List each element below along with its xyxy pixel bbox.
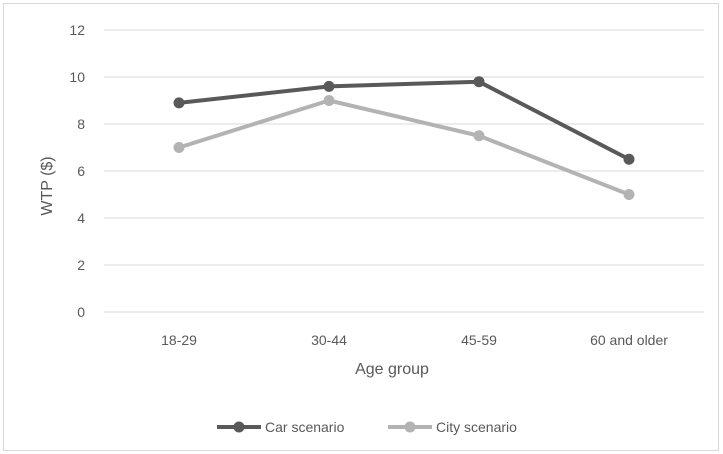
data-point <box>173 142 185 153</box>
data-point <box>173 97 185 109</box>
series-line <box>177 79 631 162</box>
x-tick-label: 60 and older <box>590 332 668 348</box>
y-tick-label: 12 <box>69 22 85 38</box>
y-tick-label: 10 <box>69 69 85 85</box>
data-point <box>473 130 485 142</box>
legend-label: City scenario <box>436 419 517 435</box>
data-point <box>473 76 485 88</box>
x-axis-title: Age group <box>355 361 429 378</box>
series-1 <box>173 95 635 200</box>
x-axis-tick-labels: 18-29 30-44 45-59 60 and older <box>161 332 668 348</box>
y-tick-label: 4 <box>77 210 85 226</box>
series-line <box>177 98 631 197</box>
data-point <box>323 80 335 92</box>
x-tick-label: 30-44 <box>311 332 347 348</box>
y-axis-tick-labels: 0 2 4 6 8 10 12 <box>69 22 85 320</box>
legend-point-marker <box>404 421 416 433</box>
y-tick-label: 2 <box>77 257 85 273</box>
x-tick-label: 18-29 <box>161 332 197 348</box>
gridlines <box>104 29 704 313</box>
legend-item-1: City scenario <box>388 419 517 435</box>
legend-item-0: Car scenario <box>217 419 345 435</box>
data-point <box>623 189 635 200</box>
series-layer <box>173 76 635 200</box>
legend-label: Car scenario <box>265 419 345 435</box>
y-tick-label: 6 <box>77 163 85 179</box>
x-tick-label: 45-59 <box>461 332 497 348</box>
legend: Car scenario City scenario <box>217 419 517 435</box>
y-tick-label: 8 <box>77 116 85 132</box>
data-point <box>623 153 635 165</box>
legend-point-marker <box>233 421 245 433</box>
y-axis-title: WTP ($) <box>39 156 56 215</box>
chart-frame: 0 2 4 6 8 10 12 18-29 30-44 45-59 60 and older WT… <box>3 3 719 451</box>
series-0 <box>173 76 635 165</box>
y-tick-label: 0 <box>77 304 85 320</box>
line-chart: 0 2 4 6 8 10 12 18-29 30-44 45-59 60 and older WT… <box>39 22 704 435</box>
data-point <box>323 95 335 106</box>
